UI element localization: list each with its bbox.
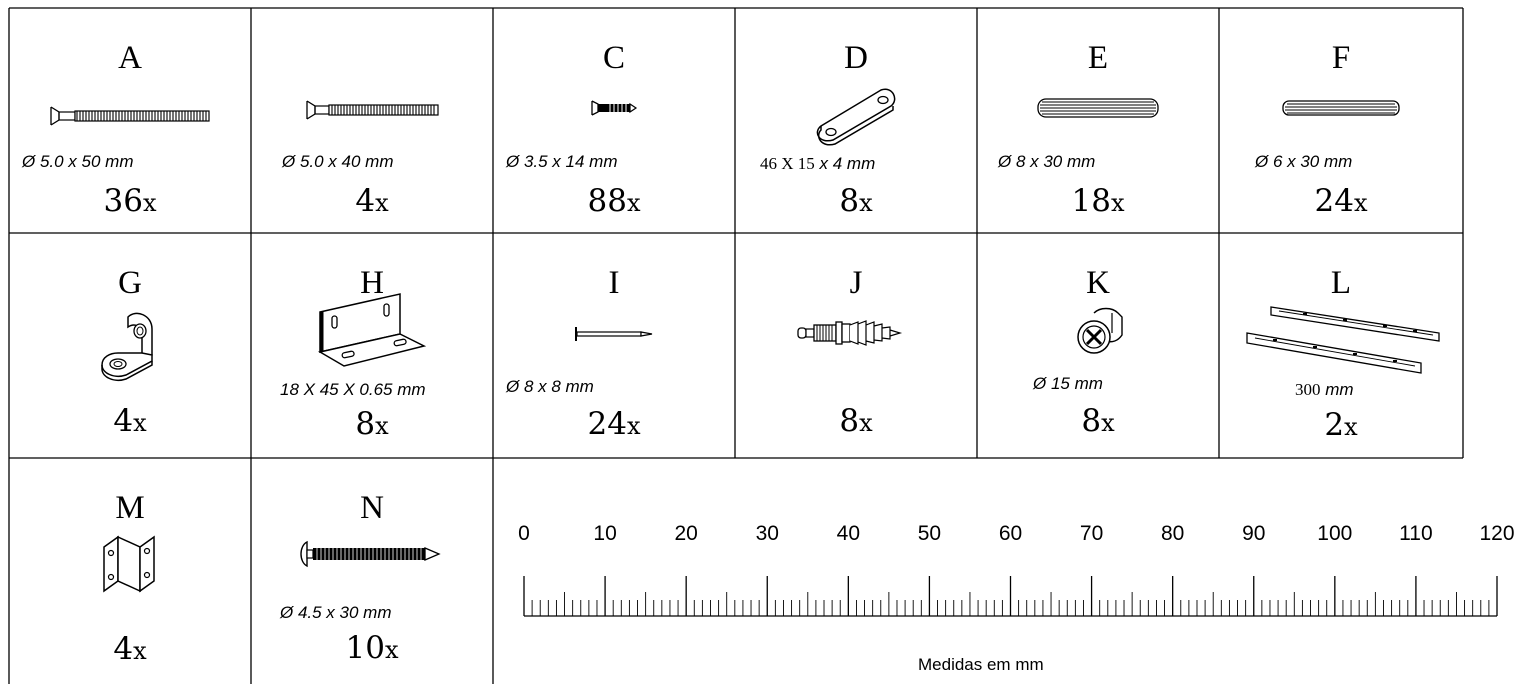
part-dimension: Ø 3.5 x 14 mm xyxy=(506,152,618,171)
part-dimension: 300 mm xyxy=(1295,380,1354,399)
part-quantity: 4x xyxy=(113,631,147,667)
part-quantity: 24x xyxy=(587,406,641,442)
part-letter: D xyxy=(844,40,868,76)
part-dimension: Ø 6 x 30 mm xyxy=(1255,152,1353,171)
ruler-number: 30 xyxy=(755,522,779,545)
ruler-number: 40 xyxy=(836,522,861,545)
part-cell-f: F Ø 6 x 30 mm 24x xyxy=(1219,8,1463,233)
part-letter: C xyxy=(602,40,625,76)
part-letter: H xyxy=(360,265,384,301)
connector-plate-icon xyxy=(735,78,977,148)
part-quantity: 36x xyxy=(103,183,157,219)
ruler-number: 0 xyxy=(518,522,530,545)
part-cell-h: H 18 X 45 X 0.65 mm 8x xyxy=(251,233,493,458)
part-quantity: 24x xyxy=(1314,183,1368,219)
part-quantity: 8x xyxy=(839,403,873,439)
long-screw-icon xyxy=(9,104,251,128)
cam-lock-icon xyxy=(977,305,1219,357)
part-letter: F xyxy=(1331,40,1351,76)
part-quantity: 10x xyxy=(345,630,399,666)
ruler-number: 110 xyxy=(1399,522,1433,545)
shelf-support-icon xyxy=(9,311,251,383)
part-dimension: 46 X 15 x 4 mm xyxy=(760,154,876,173)
part-quantity: 2x xyxy=(1324,407,1358,443)
part-cell-n: N Ø 4.5 x 30 mm 10x xyxy=(251,458,493,684)
part-letter: A xyxy=(118,40,142,76)
part-letter: G xyxy=(118,265,142,301)
part-letter: I xyxy=(608,265,620,301)
part-dimension: Ø 4.5 x 30 mm xyxy=(280,603,392,622)
part-letter: N xyxy=(360,490,384,526)
part-quantity: 8x xyxy=(355,406,389,442)
part-cell-g: G 4x xyxy=(9,233,251,458)
part-cell-d: D 46 X 15 x 4 mm 8x xyxy=(735,8,977,233)
cam-bolt-icon xyxy=(735,319,977,347)
part-dimension: Ø 8 x 8 mm xyxy=(506,377,594,396)
angle-bracket-icon xyxy=(251,290,493,368)
drawer-rail-icon xyxy=(1219,303,1463,379)
ruler-number: 90 xyxy=(1242,522,1266,545)
part-letter: E xyxy=(1087,40,1109,76)
part-letter: K xyxy=(1086,265,1110,301)
part-dimension: Ø 15 mm xyxy=(1033,374,1103,393)
part-dimension: Ø 5.0 x 50 mm xyxy=(22,152,134,171)
ruler-number: 80 xyxy=(1160,522,1185,545)
part-quantity: 8x xyxy=(839,183,873,219)
part-cell-b: Ø 5.0 x 40 mm 4x xyxy=(251,8,493,233)
part-cell-c: C Ø 3.5 x 14 mm 88x xyxy=(493,8,735,233)
part-quantity: 4x xyxy=(355,183,389,219)
part-dimension: Ø 8 x 30 mm xyxy=(998,152,1096,171)
part-dimension: 18 X 45 X 0.65 mm xyxy=(280,380,426,399)
part-quantity: 4x xyxy=(113,403,147,439)
part-cell-j: J 8x xyxy=(735,233,977,458)
part-cell-e: E Ø 8 x 30 mm 18x xyxy=(977,8,1219,233)
part-letter: L xyxy=(1330,265,1352,301)
part-quantity: 88x xyxy=(587,183,641,219)
part-cell-a: A Ø 5.0 x 50 mm 36x xyxy=(9,8,251,233)
ruler-number: 100 xyxy=(1317,522,1353,545)
ruler-number: 50 xyxy=(917,522,942,545)
part-cell-l: L 300 mm 2x xyxy=(1219,233,1463,458)
ruler-number: 120 xyxy=(1479,522,1515,545)
ruler-caption: Medidas em mm xyxy=(918,655,1044,674)
part-cell-m: M 4x xyxy=(9,458,251,684)
medium-screw-icon xyxy=(251,98,493,122)
part-dimension: Ø 5.0 x 40 mm xyxy=(282,152,394,171)
ruler-number: 60 xyxy=(998,522,1023,545)
wood-dowel-small-icon xyxy=(1219,99,1463,117)
part-quantity: 8x xyxy=(1081,403,1115,439)
nail-icon xyxy=(493,326,735,342)
short-screw-icon xyxy=(493,99,735,117)
part-cell-k: K Ø 15 mm 8x xyxy=(977,233,1219,458)
round-head-screw-icon xyxy=(251,540,493,568)
part-cell-i: I Ø 8 x 8 mm 24x xyxy=(493,233,735,458)
wood-dowel-icon xyxy=(977,97,1219,119)
z-bracket-icon xyxy=(9,533,251,595)
ruler-number: 20 xyxy=(674,522,698,545)
part-quantity: 18x xyxy=(1071,183,1125,219)
ruler-number: 70 xyxy=(1079,522,1104,545)
part-letter: J xyxy=(849,265,863,301)
part-letter: M xyxy=(115,490,145,526)
ruler-number: 10 xyxy=(593,522,617,545)
